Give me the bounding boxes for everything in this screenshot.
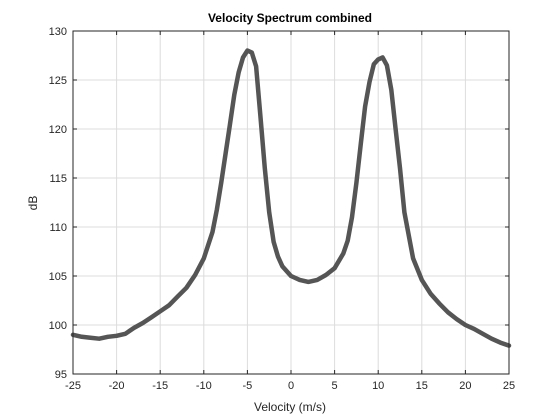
x-tick-label: 15	[416, 380, 428, 392]
y-tick-label: 125	[49, 75, 67, 87]
x-tick-label: 25	[503, 380, 515, 392]
y-tick-label: 120	[49, 124, 67, 136]
chart-title: Velocity Spectrum combined	[208, 11, 372, 25]
y-tick-label: 105	[49, 271, 67, 283]
grid-layer	[72, 30, 510, 375]
x-tick-label: -10	[196, 380, 212, 392]
x-tick-label: -25	[65, 380, 81, 392]
y-tick-label: 130	[49, 26, 67, 38]
x-tick-label: 0	[288, 380, 294, 392]
y-tick-label: 100	[49, 320, 67, 332]
x-axis-label: Velocity (m/s)	[254, 400, 326, 414]
y-tick-label: 115	[49, 173, 67, 185]
x-tick-label: 5	[332, 380, 338, 392]
y-tick-label: 95	[55, 369, 67, 381]
x-tick-label: -5	[243, 380, 253, 392]
x-tick-label: 10	[372, 380, 384, 392]
y-tick-label: 110	[49, 222, 67, 234]
axes-layer	[72, 30, 510, 375]
x-tick-label: -20	[109, 380, 125, 392]
tick-labels: -25 -20 -15 -10 -5 0 5 10 15 20 25 95 100 105 110 115 12…	[49, 26, 515, 392]
x-tick-label: 20	[459, 380, 471, 392]
series-line	[70, 48, 512, 348]
series-layer	[70, 48, 512, 348]
x-tick-label: -15	[152, 380, 168, 392]
y-axis-label: dB	[26, 196, 40, 211]
